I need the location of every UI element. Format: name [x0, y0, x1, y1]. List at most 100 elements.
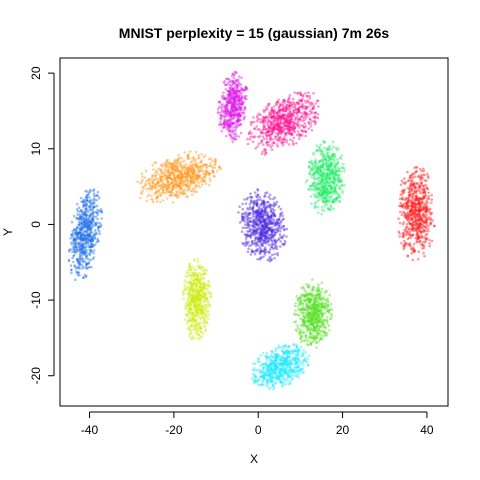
scatter-point — [280, 116, 284, 120]
scatter-point — [305, 105, 308, 109]
scatter-point — [229, 126, 232, 129]
scatter-point — [168, 183, 171, 186]
scatter-point — [271, 109, 274, 113]
scatter-point — [87, 191, 91, 195]
scatter-point — [87, 210, 90, 214]
scatter-point — [77, 265, 81, 268]
scatter-point — [92, 206, 95, 209]
scatter-point — [411, 196, 414, 200]
scatter-point — [208, 177, 212, 180]
scatter-point — [173, 179, 177, 182]
scatter-point — [328, 162, 332, 166]
scatter-point — [207, 317, 210, 321]
scatter-point — [267, 131, 270, 134]
scatter-point — [299, 93, 302, 96]
scatter-point — [290, 133, 294, 137]
scatter-point — [316, 211, 320, 215]
scatter-point — [277, 124, 280, 127]
scatter-point — [184, 171, 187, 175]
scatter-point — [240, 76, 243, 80]
scatter-point — [424, 206, 427, 209]
scatter-point — [195, 292, 199, 295]
scatter-point — [166, 177, 170, 180]
scatter-point — [151, 163, 154, 167]
scatter-point — [423, 225, 426, 228]
scatter-point — [324, 157, 327, 161]
scatter-point — [229, 89, 233, 92]
scatter-point — [231, 72, 234, 75]
scatter-point — [262, 116, 265, 119]
scatter-point — [397, 230, 401, 234]
scatter-point — [192, 307, 195, 311]
scatter-point — [231, 122, 234, 126]
scatter-point — [276, 123, 280, 127]
scatter-point — [288, 104, 292, 108]
scatter-point — [298, 105, 302, 109]
scatter-point — [275, 111, 279, 115]
scatter-point — [269, 145, 273, 149]
scatter-point — [289, 118, 293, 122]
scatter-point — [315, 144, 319, 147]
scatter-point — [280, 211, 284, 214]
scatter-point — [268, 130, 272, 133]
scatter-point — [73, 240, 76, 244]
scatter-point — [240, 100, 243, 103]
scatter-point — [282, 99, 286, 102]
scatter-point — [295, 112, 299, 115]
scatter-point — [264, 217, 268, 220]
scatter-point — [427, 197, 431, 201]
scatter-point — [262, 108, 266, 112]
scatter-point — [226, 109, 230, 113]
scatter-point — [229, 113, 232, 117]
scatter-point — [256, 257, 259, 261]
scatter-point — [227, 89, 230, 93]
scatter-point — [249, 121, 253, 124]
scatter-point — [304, 112, 307, 115]
scatter-point — [229, 115, 232, 119]
scatter-point — [325, 180, 328, 184]
scatter-point — [428, 242, 431, 245]
scatter-point — [232, 104, 236, 108]
scatter-point — [196, 257, 200, 261]
scatter-point — [277, 138, 280, 141]
scatter-point — [251, 231, 254, 234]
scatter-point — [308, 117, 312, 120]
scatter-point — [312, 104, 315, 107]
scatter-point — [235, 99, 239, 103]
scatter-point — [226, 122, 230, 126]
scatter-point — [89, 188, 92, 192]
scatter-point — [169, 173, 172, 176]
scatter-point — [314, 205, 318, 209]
scatter-point — [231, 80, 235, 83]
scatter-point — [266, 107, 269, 111]
scatter-point — [197, 184, 200, 188]
scatter-point — [181, 290, 185, 294]
scatter-point — [168, 194, 172, 197]
scatter-point — [226, 102, 229, 106]
scatter-point — [266, 200, 270, 204]
scatter-point — [149, 184, 152, 187]
scatter-point — [326, 152, 329, 155]
scatter-point — [294, 121, 297, 125]
scatter-point — [77, 206, 81, 209]
scatter-point — [288, 96, 291, 99]
scatter-point — [232, 96, 236, 99]
scatter-point — [272, 109, 276, 113]
scatter-point — [83, 273, 87, 277]
scatter-point — [161, 188, 165, 192]
scatter-point — [289, 122, 293, 125]
scatter-point — [233, 113, 236, 117]
scatter-point — [204, 182, 208, 186]
scatter-point — [224, 108, 227, 111]
scatter-point — [224, 112, 228, 116]
scatter-point — [244, 202, 248, 205]
scatter-point — [297, 121, 300, 124]
scatter-point — [278, 109, 282, 113]
scatter-point — [278, 233, 282, 236]
scatter-point — [89, 240, 92, 244]
scatter-point — [271, 141, 274, 144]
scatter-point — [270, 123, 274, 127]
scatter-point — [190, 189, 194, 193]
scatter-point — [281, 141, 284, 145]
scatter-point — [275, 218, 279, 221]
